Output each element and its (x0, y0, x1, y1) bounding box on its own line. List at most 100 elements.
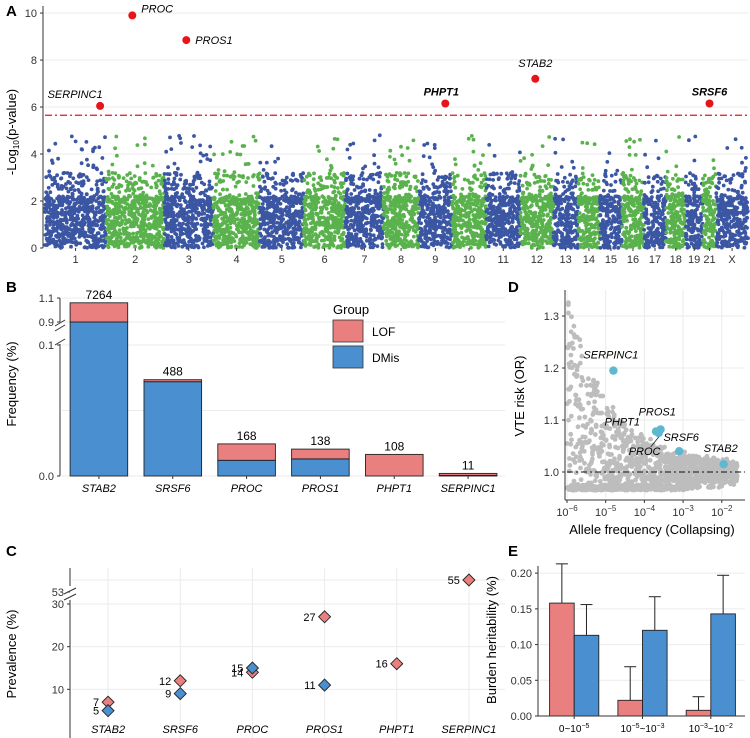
a-variant-point (189, 210, 194, 214)
a-variant-point (367, 188, 372, 192)
a-variant-point (87, 218, 92, 223)
a-variant-point (192, 174, 197, 179)
a-variant-point (500, 217, 505, 222)
a-variant-point (331, 243, 336, 248)
a-variant-point (199, 199, 204, 204)
a-variant-point (167, 238, 172, 243)
a-variant-point (493, 195, 498, 200)
a-variant-point (360, 207, 365, 212)
a-variant-point (311, 220, 315, 224)
a-variant-point (222, 169, 227, 174)
a-variant-point (98, 201, 102, 205)
a-variant-point (334, 198, 338, 203)
a-variant-point (421, 215, 426, 219)
a-variant-point (182, 209, 186, 213)
a-variant-point (265, 206, 270, 211)
a-variant-point (456, 231, 461, 236)
a-variant-point (145, 210, 150, 215)
a-variant-point (512, 237, 517, 242)
a-variant-point (171, 180, 176, 184)
a-variant-point (91, 165, 96, 170)
a-variant-point (372, 138, 377, 143)
a-variant-point (201, 207, 206, 211)
a-variant-point (192, 197, 197, 202)
a-variant-point (333, 215, 338, 220)
a-variant-point (68, 239, 72, 244)
a-variant-point (354, 203, 359, 208)
a-variant-point (386, 190, 390, 195)
a-variant-point (163, 189, 168, 194)
a-variant-point (98, 178, 103, 183)
a-variant-point (357, 191, 362, 195)
a-variant-point (312, 186, 317, 191)
a-variant-point (99, 234, 104, 239)
a-variant-point (50, 158, 54, 163)
a-variant-point (423, 179, 428, 184)
a-variant-point (48, 222, 52, 227)
a-variant-point (158, 224, 162, 229)
panel-letter-b: B (6, 279, 17, 296)
a-variant-point (92, 245, 97, 249)
a-variant-point (117, 200, 122, 205)
a-variant-point (186, 186, 191, 191)
a-variant-point (371, 217, 376, 222)
a-variant-point (530, 152, 534, 157)
a-variant-point (372, 243, 376, 248)
a-variant-point (97, 195, 102, 200)
a-variant-point (297, 223, 301, 228)
a-variant-point (47, 229, 52, 234)
a-variant-point (287, 201, 291, 205)
a-variant-point (146, 225, 151, 230)
a-variant-point (306, 237, 310, 241)
a-variant-point (282, 231, 286, 236)
a-variant-point (325, 185, 330, 189)
a-variant-point (404, 174, 409, 179)
a-variant-point (427, 226, 432, 231)
a-variant-point (373, 188, 378, 193)
a-variant-point (64, 186, 69, 191)
a-variant-point (43, 210, 47, 214)
a-variant-point (339, 218, 344, 223)
a-variant-point (65, 210, 70, 215)
a-variant-point (290, 218, 295, 223)
a-variant-point (50, 214, 55, 218)
a-variant-point (131, 191, 136, 196)
a-variant-point (101, 189, 106, 193)
a-variant-point (478, 161, 483, 166)
a-variant-point (369, 176, 373, 180)
a-variant-point (168, 198, 173, 203)
a-variant-point (77, 235, 82, 239)
a-variant-point (398, 180, 403, 185)
a-variant-point (47, 173, 52, 178)
a-variant-point (219, 241, 224, 246)
a-variant-point (109, 241, 114, 246)
a-variant-point (310, 234, 315, 238)
a-variant-point (400, 153, 404, 158)
a-variant-point (465, 224, 469, 229)
a-variant-point (275, 199, 280, 203)
a-variant-point (370, 207, 375, 212)
a-variant-point (449, 189, 453, 194)
a-variant-point (364, 216, 369, 221)
a-variant-point (290, 178, 295, 183)
a-variant-point (276, 156, 280, 161)
a-variant-point (378, 231, 382, 236)
a-variant-point (329, 216, 333, 220)
a-variant-point (60, 212, 64, 217)
a-variant-point (169, 235, 174, 239)
a-variant-point (425, 205, 430, 209)
a-variant-point (46, 185, 51, 190)
a-variant-point (174, 232, 179, 237)
a-variant-point (220, 152, 225, 157)
a-variant-point (95, 240, 100, 245)
a-variant-point (319, 238, 324, 243)
a-variant-point (166, 177, 171, 182)
a-variant-point (228, 221, 233, 226)
a-variant-point (233, 233, 238, 237)
a-variant-point (501, 188, 506, 193)
a-variant-point (468, 186, 472, 191)
a-variant-point (505, 220, 510, 225)
a-variant-point (84, 238, 89, 243)
a-variant-point (303, 242, 308, 247)
